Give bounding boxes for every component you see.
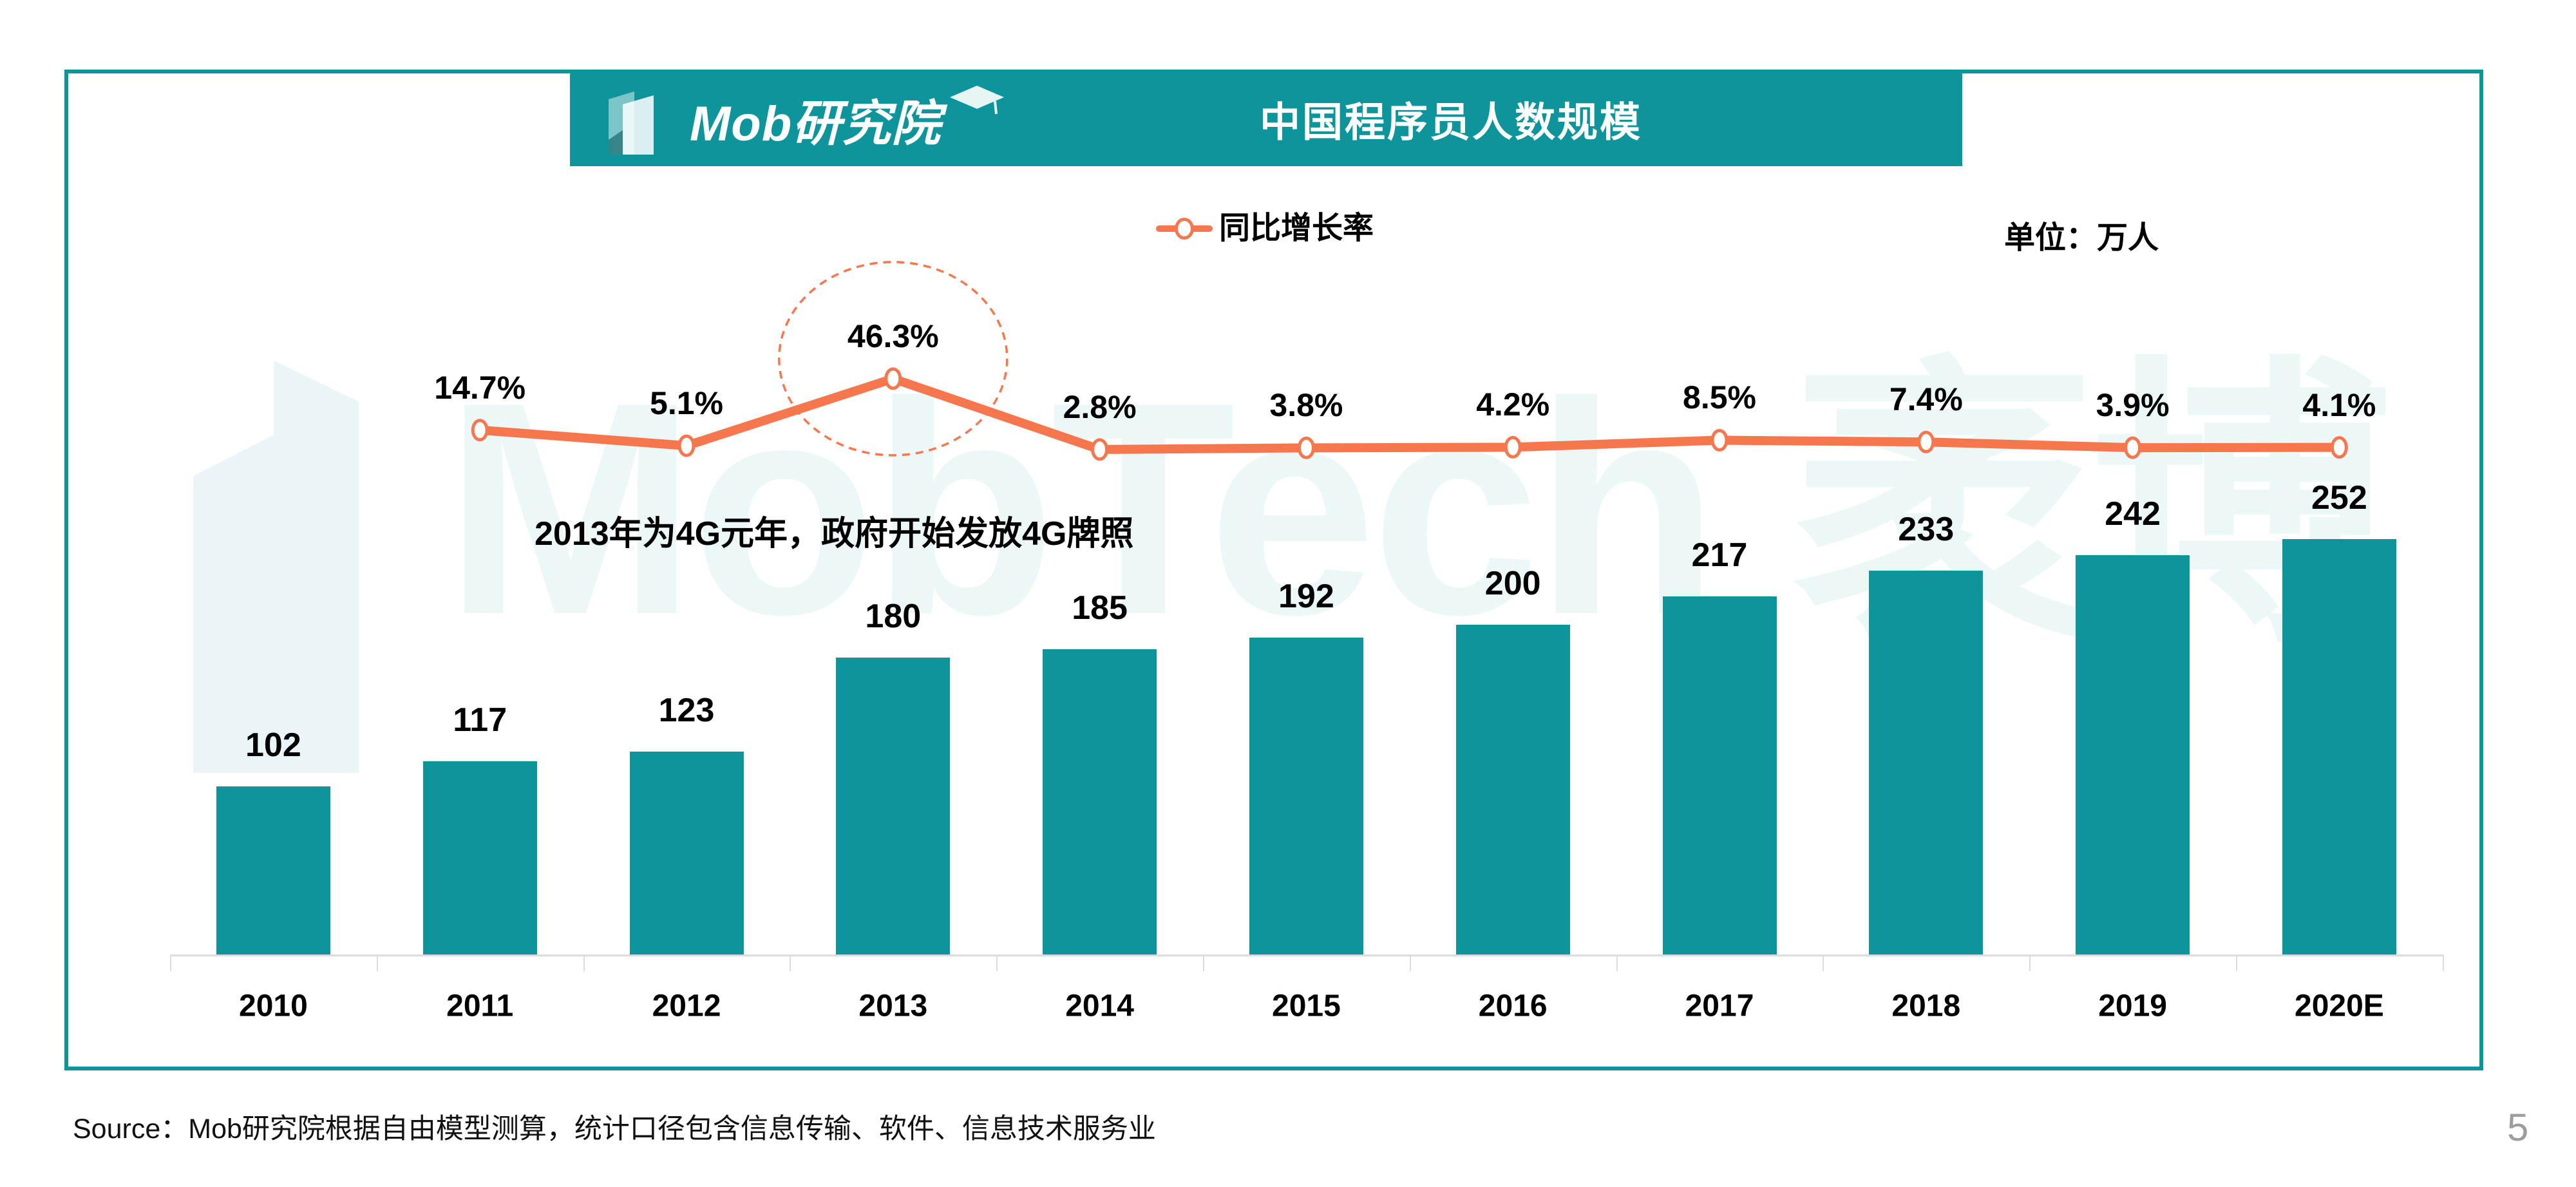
- header-banner: Mob研究院 中国程序员人数规模: [570, 71, 1962, 166]
- bar-value-2018: 233: [1898, 510, 1955, 548]
- page-number: 5: [2507, 1106, 2529, 1149]
- legend-label: 同比增长率: [1219, 211, 1374, 245]
- growth-label-2012: 5.1%: [650, 385, 723, 422]
- growth-label-2020E: 4.1%: [2302, 386, 2376, 423]
- bar-2010: [216, 786, 330, 954]
- x-axis-label-2015: 2015: [1272, 989, 1341, 1023]
- x-axis-label-2011: 2011: [446, 989, 514, 1023]
- growth-label-2019: 3.9%: [2096, 387, 2170, 424]
- x-axis-tick: [1203, 954, 1204, 971]
- bar-value-2015: 192: [1278, 578, 1334, 616]
- bar-2019: [2076, 555, 2190, 954]
- bar-2015: [1249, 638, 1363, 954]
- bar-value-2016: 200: [1484, 565, 1541, 602]
- x-axis-label-2017: 2017: [1685, 989, 1754, 1023]
- bar-2014: [1043, 649, 1157, 954]
- growth-label-2018: 7.4%: [1889, 381, 1963, 418]
- x-axis-tick: [170, 954, 171, 971]
- bar-value-2019: 242: [2105, 495, 2161, 533]
- bar-2017: [1662, 596, 1777, 954]
- bar-value-2012: 123: [658, 692, 715, 730]
- x-axis-tick: [1616, 954, 1618, 971]
- growth-label-2013: 46.3%: [847, 318, 939, 354]
- x-axis-label-2019: 2019: [2098, 989, 2167, 1023]
- x-axis-label-2012: 2012: [652, 989, 721, 1023]
- graduation-cap-icon: [950, 85, 1005, 114]
- bar-value-2010: 102: [245, 726, 301, 764]
- x-axis-label-2016: 2016: [1478, 989, 1548, 1023]
- growth-label-2016: 4.2%: [1476, 386, 1550, 423]
- bar-value-2011: 117: [453, 701, 507, 739]
- bar-2013: [836, 658, 951, 954]
- x-axis-tick: [2442, 954, 2444, 971]
- legend-dot-icon: [1175, 218, 1194, 240]
- x-axis-tick: [2236, 954, 2237, 971]
- mob-logo: Mob研究院: [597, 77, 1006, 161]
- x-axis-label-2018: 2018: [1891, 989, 1961, 1023]
- x-axis-tick: [2029, 954, 2031, 971]
- legend: 同比增长率: [1156, 212, 1374, 245]
- unit-label: 单位：万人: [2004, 221, 2159, 255]
- x-axis-label-2013: 2013: [858, 989, 928, 1023]
- x-axis-tick: [1823, 954, 1824, 971]
- legend-line-marker: [1156, 218, 1213, 240]
- bar-2020E: [2282, 538, 2396, 954]
- bar-value-2017: 217: [1691, 537, 1748, 575]
- x-axis-tick: [583, 954, 585, 971]
- chart-title: 中国程序员人数规模: [1260, 100, 1642, 145]
- building-icon: [609, 91, 654, 155]
- growth-label-2015: 3.8%: [1269, 387, 1343, 424]
- annotation-4g-note: 2013年为4G元年，政府开始发放4G牌照: [535, 515, 1134, 553]
- growth-label-2014: 2.8%: [1063, 388, 1137, 425]
- x-axis-tick: [1409, 954, 1411, 971]
- logo-text: Mob研究院: [690, 96, 942, 151]
- growth-label-2017: 8.5%: [1683, 379, 1756, 416]
- x-axis-label-2014: 2014: [1065, 989, 1134, 1023]
- x-axis-tick: [790, 954, 791, 971]
- x-axis-baseline: [170, 954, 2443, 956]
- source-note: Source：Mob研究院根据自由模型测算，统计口径包含信息传输、软件、信息技术…: [73, 1114, 1156, 1144]
- x-axis-tick: [376, 954, 378, 971]
- bar-2016: [1455, 625, 1570, 954]
- bar-2018: [1869, 570, 1984, 954]
- bar-value-2020E: 252: [2311, 479, 2367, 517]
- bar-2011: [422, 761, 537, 954]
- x-axis-label-2020E: 2020E: [2294, 989, 2384, 1023]
- growth-label-2011: 14.7%: [434, 369, 526, 406]
- bar-value-2014: 185: [1072, 589, 1128, 627]
- bar-2012: [629, 752, 744, 954]
- x-axis-tick: [996, 954, 998, 971]
- x-axis-label-2010: 2010: [239, 989, 308, 1023]
- bar-value-2013: 180: [865, 598, 922, 636]
